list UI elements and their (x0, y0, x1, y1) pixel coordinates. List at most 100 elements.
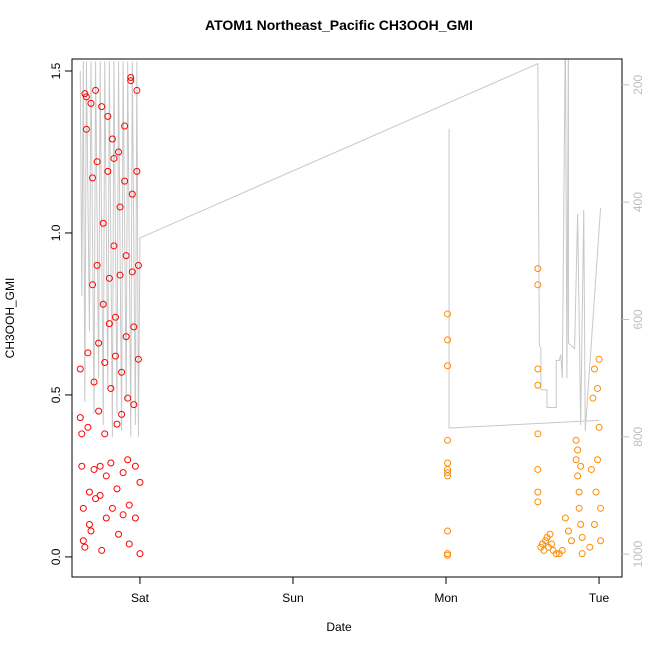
data-point (118, 410, 126, 418)
data-point (119, 469, 127, 477)
data-point (590, 521, 598, 529)
chart-title: ATOM1 Northeast_Pacific CH3OOH_GMI (205, 17, 473, 33)
data-point (108, 135, 116, 143)
data-point (110, 154, 118, 162)
plot-frame (71, 58, 623, 578)
data-point (444, 469, 452, 477)
data-point (595, 355, 603, 363)
data-point (128, 268, 136, 276)
data-point (534, 488, 542, 496)
data-point (595, 423, 603, 431)
data-point (96, 462, 104, 470)
data-point (534, 498, 542, 506)
data-point (133, 167, 141, 175)
data-point (577, 462, 585, 470)
data-point (115, 148, 123, 156)
data-point (578, 533, 586, 541)
data-point (111, 352, 119, 360)
data-point (105, 274, 113, 282)
data-point (90, 378, 98, 386)
y-tick-label: 0.0 (49, 548, 63, 565)
data-point (131, 462, 139, 470)
y2-tick-label: 1000 (631, 540, 645, 567)
data-point (102, 514, 110, 522)
data-point (597, 537, 605, 545)
data-point (107, 459, 115, 467)
data-point (76, 414, 84, 422)
data-point (84, 423, 92, 431)
data-point (113, 485, 121, 493)
data-point (541, 537, 549, 545)
data-point (548, 540, 556, 548)
data-point (540, 546, 548, 554)
data-point (134, 355, 142, 363)
data-point (578, 550, 586, 558)
data-point (89, 174, 97, 182)
data-point (136, 550, 144, 558)
data-point (592, 488, 600, 496)
y-tick-label: 1.5 (49, 62, 63, 79)
data-point (87, 527, 95, 535)
data-point (96, 491, 104, 499)
data-point (552, 550, 560, 558)
data-point (102, 472, 110, 480)
data-point (594, 456, 602, 464)
data-point (95, 407, 103, 415)
data-point (561, 514, 569, 522)
data-point (134, 261, 142, 269)
data-point (111, 313, 119, 321)
y2-tick-label: 400 (631, 192, 645, 212)
data-point (121, 122, 129, 130)
data-point (534, 265, 542, 273)
data-point (124, 394, 132, 402)
data-point (119, 511, 127, 519)
data-point (124, 456, 132, 464)
data-point (85, 521, 93, 529)
data-point (534, 381, 542, 389)
data-point (575, 504, 583, 512)
x-tick-label: Sat (131, 591, 150, 605)
data-point (95, 339, 103, 347)
data-point (118, 368, 126, 376)
data-point (82, 93, 90, 101)
data-point (104, 112, 112, 120)
y-tick-label: 0.5 (49, 386, 63, 403)
y2-tick-label: 200 (631, 74, 645, 94)
data-point (101, 359, 109, 367)
data-point (78, 462, 86, 470)
data-point (444, 436, 452, 444)
data-point (534, 465, 542, 473)
data-point (574, 446, 582, 454)
y2-tick-label: 800 (631, 426, 645, 446)
data-point (93, 158, 101, 166)
data-point (572, 456, 580, 464)
data-point (127, 73, 135, 81)
data-point (127, 77, 135, 85)
data-point (534, 281, 542, 289)
data-point (587, 465, 595, 473)
data-point (131, 514, 139, 522)
data-point (444, 310, 452, 318)
pressure-line (79, 59, 602, 437)
data-point (116, 271, 124, 279)
data-point (589, 394, 597, 402)
data-point (99, 219, 107, 227)
x-tick-label: Mon (434, 591, 457, 605)
data-point (125, 501, 133, 509)
data-point (79, 537, 87, 545)
data-point (575, 488, 583, 496)
data-point (110, 242, 118, 250)
data-point (78, 430, 86, 438)
data-point (79, 504, 87, 512)
data-point (534, 430, 542, 438)
data-point (534, 365, 542, 373)
data-point (577, 521, 585, 529)
data-point (586, 543, 594, 551)
data-point (133, 86, 141, 94)
data-point (76, 365, 84, 373)
line-layer (79, 59, 602, 437)
x-tick-label: Tue (589, 591, 610, 605)
y-axis-label: CH3OOH_GMI (3, 278, 17, 359)
data-point (113, 420, 121, 428)
data-point (597, 504, 605, 512)
